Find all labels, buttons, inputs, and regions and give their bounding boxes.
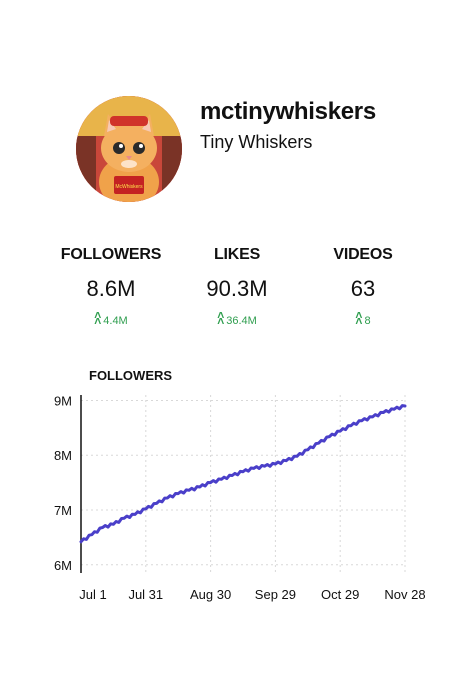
y-tick-label: 6M xyxy=(54,558,72,573)
x-tick-label: Aug 30 xyxy=(190,587,231,602)
stat-value: 90.3M xyxy=(206,276,268,301)
double-chevron-up-icon: ˄ ˄ xyxy=(217,308,225,328)
x-tick-label: Jul 31 xyxy=(128,587,163,602)
x-tick-label: Oct 29 xyxy=(321,587,359,602)
profile-handle: mctinywhiskers xyxy=(200,98,376,125)
stat-delta: ˄ ˄ 4.4M xyxy=(48,308,174,328)
chart-title: FOLLOWERS xyxy=(89,368,173,383)
x-tick-label: Nov 28 xyxy=(384,587,425,602)
y-tick-label: 7M xyxy=(54,503,72,518)
stat-delta: ˄ ˄ 36.4M xyxy=(174,308,300,328)
stat-videos: VIDEOS 63 ˄ ˄ 8 xyxy=(300,246,426,327)
stat-delta-value: 36.4M xyxy=(226,315,257,327)
y-tick-label: 9M xyxy=(54,393,72,408)
double-chevron-up-icon: ˄ ˄ xyxy=(94,308,102,328)
stats-row: FOLLOWERS 8.6M ˄ ˄ 4.4M LIKES 90.3M ˄ ˄ 36.4… xyxy=(48,246,426,327)
stat-label: LIKES xyxy=(213,246,261,263)
stat-value: 8.6M xyxy=(86,276,136,301)
followers-line-chart: 6M 7M 8M 9M Jul 1 Jul 31 Aug 30 Sep 29 Oct 29 Nov… xyxy=(54,393,426,602)
followers-series-line xyxy=(79,404,407,544)
avatar-badge-text: McWhiskers xyxy=(115,184,143,190)
x-tick-label: Sep 29 xyxy=(255,587,296,602)
stat-delta: ˄ ˄ 8 xyxy=(300,308,426,328)
stat-likes: LIKES 90.3M ˄ ˄ 36.4M xyxy=(174,246,300,327)
profile-header: McWhiskers mctinywhiskers Tiny Whiskers xyxy=(76,96,436,206)
profile-display-name: Tiny Whiskers xyxy=(200,132,313,152)
stat-label: FOLLOWERS xyxy=(60,246,162,263)
avatar[interactable]: McWhiskers xyxy=(76,96,182,202)
avatar-kitten-image: McWhiskers xyxy=(76,96,182,202)
stat-value: 63 xyxy=(350,276,376,301)
stat-followers: FOLLOWERS 8.6M ˄ ˄ 4.4M xyxy=(48,246,174,327)
y-tick-label: 8M xyxy=(54,448,72,463)
stat-label: VIDEOS xyxy=(333,246,393,263)
double-chevron-up-icon: ˄ ˄ xyxy=(355,308,363,328)
stat-delta-value: 4.4M xyxy=(103,315,128,327)
stat-delta-value: 8 xyxy=(364,315,371,327)
x-tick-label: Jul 1 xyxy=(79,587,106,602)
